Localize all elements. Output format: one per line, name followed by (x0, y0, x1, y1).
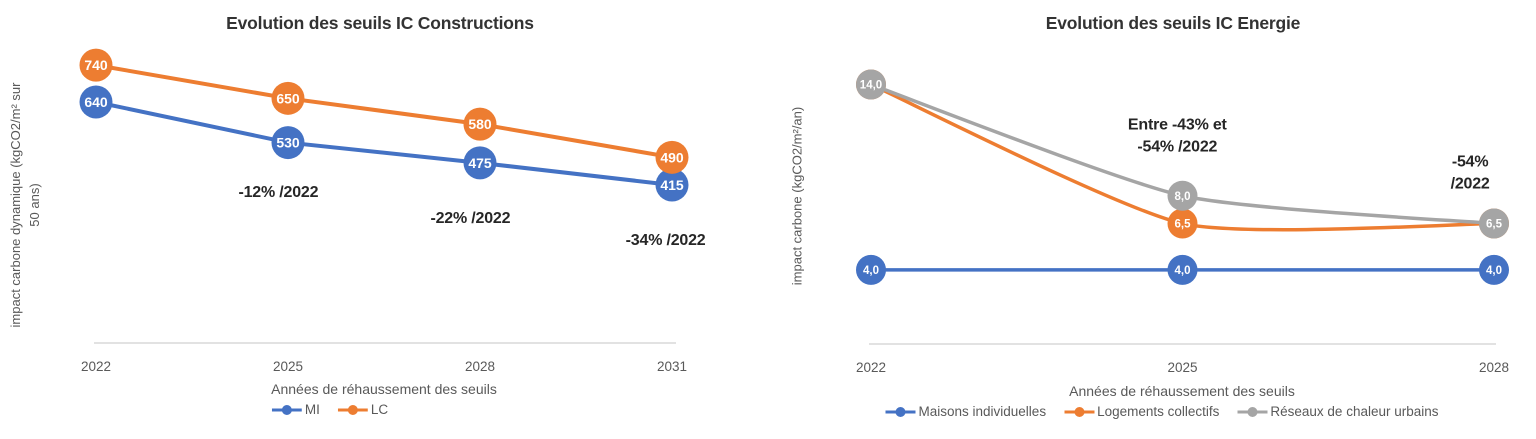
data-point-marker (1479, 254, 1509, 285)
data-point-label: 640 (84, 94, 108, 110)
legend-line-marker-icon (885, 406, 916, 417)
data-point-label: 475 (468, 155, 492, 171)
legend-line-marker-icon (337, 404, 368, 415)
data-point-label: 650 (276, 90, 300, 106)
data-point-marker (463, 107, 497, 141)
data-point-marker (271, 126, 305, 160)
legend: Maisons individuelles Logements collectif… (885, 404, 1439, 419)
legend-item: MI (271, 402, 320, 417)
data-point-label: 14,0 (860, 80, 882, 92)
data-point-marker (1167, 254, 1198, 285)
data-point-label: 4,0 (863, 265, 879, 277)
data-point-label: 4,0 (1175, 265, 1191, 277)
chart-title: Evolution des seuils IC Constructions (226, 13, 534, 33)
annotation: -12% /2022 (238, 184, 319, 202)
x-tick-label: 2022 (855, 360, 887, 375)
legend-item: LC (337, 402, 389, 417)
series-line (94, 100, 674, 187)
annotation: -34% /2022 (625, 232, 706, 250)
data-point-marker (1479, 208, 1509, 239)
legend-label: Maisons individuelles (918, 404, 1047, 419)
annotation: Entre -43% et -54% /2022 (1127, 116, 1227, 156)
legend-label: LC (370, 402, 389, 417)
annotation: -22% /2022 (430, 210, 511, 228)
data-point-marker (1167, 180, 1198, 211)
data-point-marker (1167, 208, 1198, 239)
chart-ic-constructions: 640 530 475 415 740 650 580 490 Evolution des s… (8, 13, 706, 417)
legend-line-marker-icon (271, 404, 302, 415)
data-point-marker (79, 85, 113, 119)
data-point-label: 490 (660, 149, 684, 165)
legend-label: Réseaux de chaleur urbains (1270, 404, 1439, 419)
data-point-label: 580 (468, 116, 492, 132)
x-tick-label: 2025 (1167, 360, 1198, 375)
x-axis-title: Années de réhaussement des seuils (1069, 383, 1295, 399)
y-axis-label: impact carbone (kgCO2/m²/an) (789, 106, 805, 286)
data-point-marker (79, 48, 113, 82)
y-axis-label: impact carbone dynamique (kgCO2/m² sur 5… (8, 82, 42, 328)
x-tick-label: 2025 (272, 359, 304, 374)
x-tick-label: 2028 (1478, 360, 1510, 375)
x-tick-label: 2031 (656, 359, 688, 374)
data-point-marker (271, 81, 305, 115)
legend-item: Réseaux de chaleur urbains (1237, 404, 1439, 419)
data-point-label: 6,5 (1175, 219, 1192, 231)
data-point-marker (856, 69, 886, 100)
x-tick-label: 2022 (80, 359, 112, 374)
legend-label: Logements collectifs (1097, 404, 1220, 419)
data-point-marker (655, 168, 689, 202)
data-point-label: 415 (660, 177, 684, 193)
data-point-marker (463, 146, 497, 180)
legend-item: Maisons individuelles (885, 404, 1047, 419)
data-point-label: 4,0 (1486, 265, 1502, 277)
data-point-marker (856, 254, 886, 285)
x-axis-title: Années de réhaussement des seuils (271, 381, 497, 397)
annotation: -54% /2022 (1450, 153, 1490, 193)
legend-label: MI (304, 402, 320, 417)
chart-ic-energie: 4,04,04,014,06,56,514,08,06,5 Evolution … (768, 0, 1536, 439)
plot-area: 4,04,04,014,06,56,514,08,06,5 (856, 69, 1509, 345)
plot-area: 640 530 475 415 740 650 580 490 (79, 48, 689, 344)
data-point-label: 6,5 (1486, 219, 1503, 231)
data-point-label: 740 (84, 57, 108, 73)
x-tick-label: 2028 (464, 359, 496, 374)
legend-item: Logements collectifs (1064, 404, 1219, 419)
data-point-label: 530 (276, 135, 300, 151)
legend: MI LC (271, 402, 389, 417)
data-point-marker (655, 140, 689, 174)
legend-line-marker-icon (1064, 406, 1095, 417)
series-line (94, 63, 674, 160)
data-point-label: 8,0 (1175, 191, 1191, 203)
legend-line-marker-icon (1237, 406, 1268, 417)
chart-title: Evolution des seuils IC Energie (1045, 13, 1301, 33)
